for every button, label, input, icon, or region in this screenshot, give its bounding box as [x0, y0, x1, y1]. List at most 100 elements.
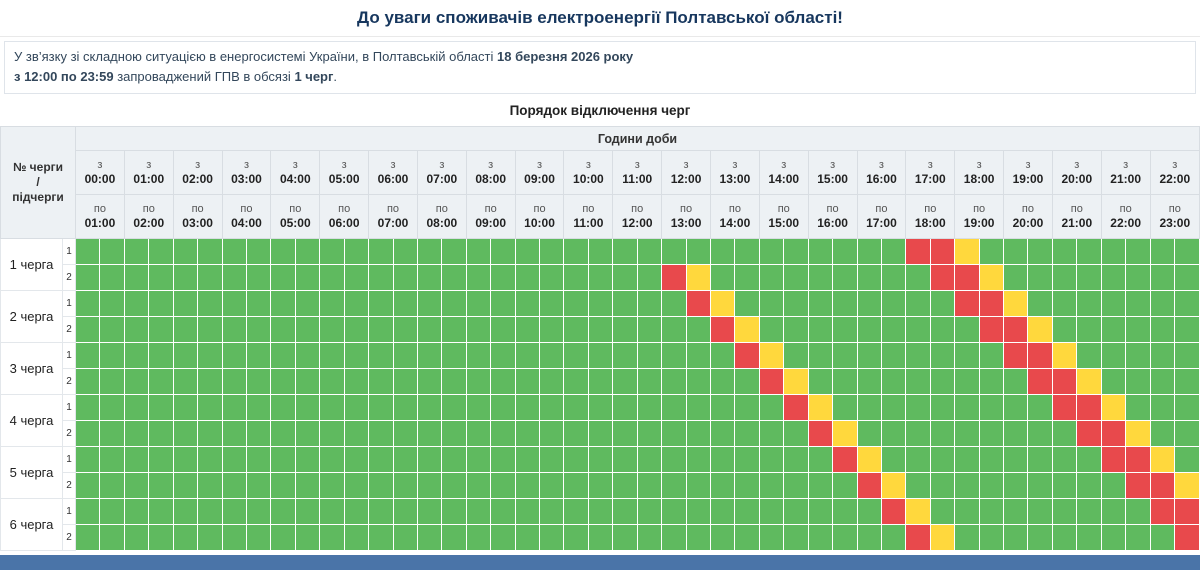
- slot-power-on: [465, 342, 492, 369]
- slot-power-on: [245, 498, 272, 525]
- slot-power-on: [1100, 368, 1127, 395]
- slot-power-on: [514, 498, 541, 525]
- slot-power-on: [758, 290, 785, 317]
- schedule-row: 4 черга 1: [0, 394, 1200, 447]
- slot-power-on: [319, 420, 345, 447]
- slot-power-on: [1076, 342, 1102, 369]
- slot-power-on: [343, 238, 370, 265]
- slot-power-on: [172, 368, 199, 395]
- hour-header-to: по 12:00: [612, 194, 663, 239]
- slot-power-on: [148, 238, 174, 265]
- slot-power-on: [1051, 498, 1078, 525]
- slot-power-on: [636, 420, 663, 447]
- hour-header-to: по 18:00: [905, 194, 956, 239]
- slot-outage: [685, 290, 711, 317]
- slot-power-on: [539, 316, 565, 343]
- slot-power-on: [368, 290, 394, 317]
- subqueue-label: 1: [61, 290, 77, 317]
- slot-power-on: [1100, 264, 1127, 291]
- hour-prefix-word: з: [683, 159, 689, 171]
- slot-power-on: [661, 420, 687, 447]
- slot-power-on: [99, 394, 125, 421]
- slot-power-on: [880, 420, 907, 447]
- slot-power-on: [99, 342, 125, 369]
- slot-power-on: [368, 446, 394, 473]
- slot-power-on: [270, 394, 296, 421]
- slot-power-on: [441, 446, 467, 473]
- slot-power-on: [75, 342, 101, 369]
- slot-power-on: [197, 342, 223, 369]
- schedule-table: № черги / підчерги Години доби з 00:00 з 01…: [0, 126, 1200, 551]
- slot-power-on: [245, 264, 272, 291]
- notice-box: У зв’язку зі складною ситуацією в енерго…: [4, 41, 1196, 94]
- slot-power-on: [294, 394, 321, 421]
- slot-power-on: [465, 368, 492, 395]
- hour-header-row-to: по 01:00 по 02:00 по 03:00 по 04:00 по 05:00 по 06:…: [1, 194, 1200, 239]
- slot-power-on: [807, 264, 834, 291]
- slot-power-on: [368, 420, 394, 447]
- slot-power-on: [978, 446, 1005, 473]
- hour-time: 12:00: [621, 216, 653, 230]
- hour-header-from: з 18:00: [954, 150, 1005, 195]
- slot-power-on: [783, 342, 809, 369]
- slot-power-on: [758, 394, 785, 421]
- slot-outage: [783, 394, 809, 421]
- slot-power-on: [99, 524, 125, 551]
- schedule-row: 1 черга 1: [0, 238, 1200, 291]
- slot-power-on: [612, 420, 638, 447]
- slot-power-on: [1027, 238, 1053, 265]
- slot-power-on: [636, 498, 663, 525]
- hour-time: 12:00: [670, 172, 702, 186]
- schedule-row: 6 черга 1: [0, 498, 1200, 551]
- slot-power-on: [368, 264, 394, 291]
- slot-power-on: [148, 394, 174, 421]
- slot-power-on: [197, 524, 223, 551]
- slot-power-on: [905, 290, 931, 317]
- slot-power-on: [343, 316, 370, 343]
- slot-power-on: [880, 446, 907, 473]
- slot-power-on: [245, 368, 272, 395]
- subqueue-label: 2: [61, 420, 77, 447]
- schedule-row: 2: [1, 524, 1200, 551]
- hour-prefix-word: з: [1172, 159, 1178, 171]
- slot-power-on: [294, 238, 321, 265]
- notice-time-range: з 12:00 по 23:59: [14, 69, 114, 84]
- hour-prefix-word: з: [976, 159, 982, 171]
- slot-power-on: [612, 498, 638, 525]
- slot-power-on: [1003, 368, 1029, 395]
- slot-power-on: [270, 316, 296, 343]
- slot-power-on: [929, 472, 956, 499]
- slot-power-on: [343, 368, 370, 395]
- hour-header-to: по 03:00: [172, 194, 223, 239]
- slot-power-on: [685, 472, 711, 499]
- slot-power-on: [1100, 498, 1127, 525]
- hour-prefix-word: з: [292, 159, 298, 171]
- slot-power-on: [1027, 524, 1053, 551]
- hour-header-from: з 19:00: [1003, 150, 1053, 195]
- slot-power-on: [490, 316, 516, 343]
- slot-power-on: [1027, 446, 1053, 473]
- notice-queue-volume: 1 черг: [294, 69, 334, 84]
- slot-power-on: [563, 342, 589, 369]
- schedule-row: 5 черга 1: [0, 446, 1200, 499]
- slot-power-on: [392, 290, 418, 317]
- slot-possible-outage: [1174, 472, 1200, 499]
- hour-time: 13:00: [719, 172, 751, 186]
- slot-power-on: [636, 342, 663, 369]
- slot-power-on: [1027, 290, 1053, 317]
- slot-power-on: [123, 290, 150, 317]
- hour-header-from: з 15:00: [807, 150, 858, 195]
- slot-power-on: [661, 394, 687, 421]
- slot-power-on: [587, 342, 614, 369]
- slot-outage: [856, 472, 882, 499]
- slot-power-on: [172, 264, 199, 291]
- slot-power-on: [197, 238, 223, 265]
- notice-line2-text: запроваджений ГПВ в обсязі: [113, 69, 295, 84]
- slot-power-on: [587, 290, 614, 317]
- subqueue-label: 2: [61, 524, 77, 551]
- slot-power-on: [75, 394, 101, 421]
- hour-prefix-word: по: [338, 203, 351, 215]
- slot-power-on: [832, 316, 858, 343]
- slot-possible-outage: [734, 316, 760, 343]
- slot-power-on: [441, 342, 467, 369]
